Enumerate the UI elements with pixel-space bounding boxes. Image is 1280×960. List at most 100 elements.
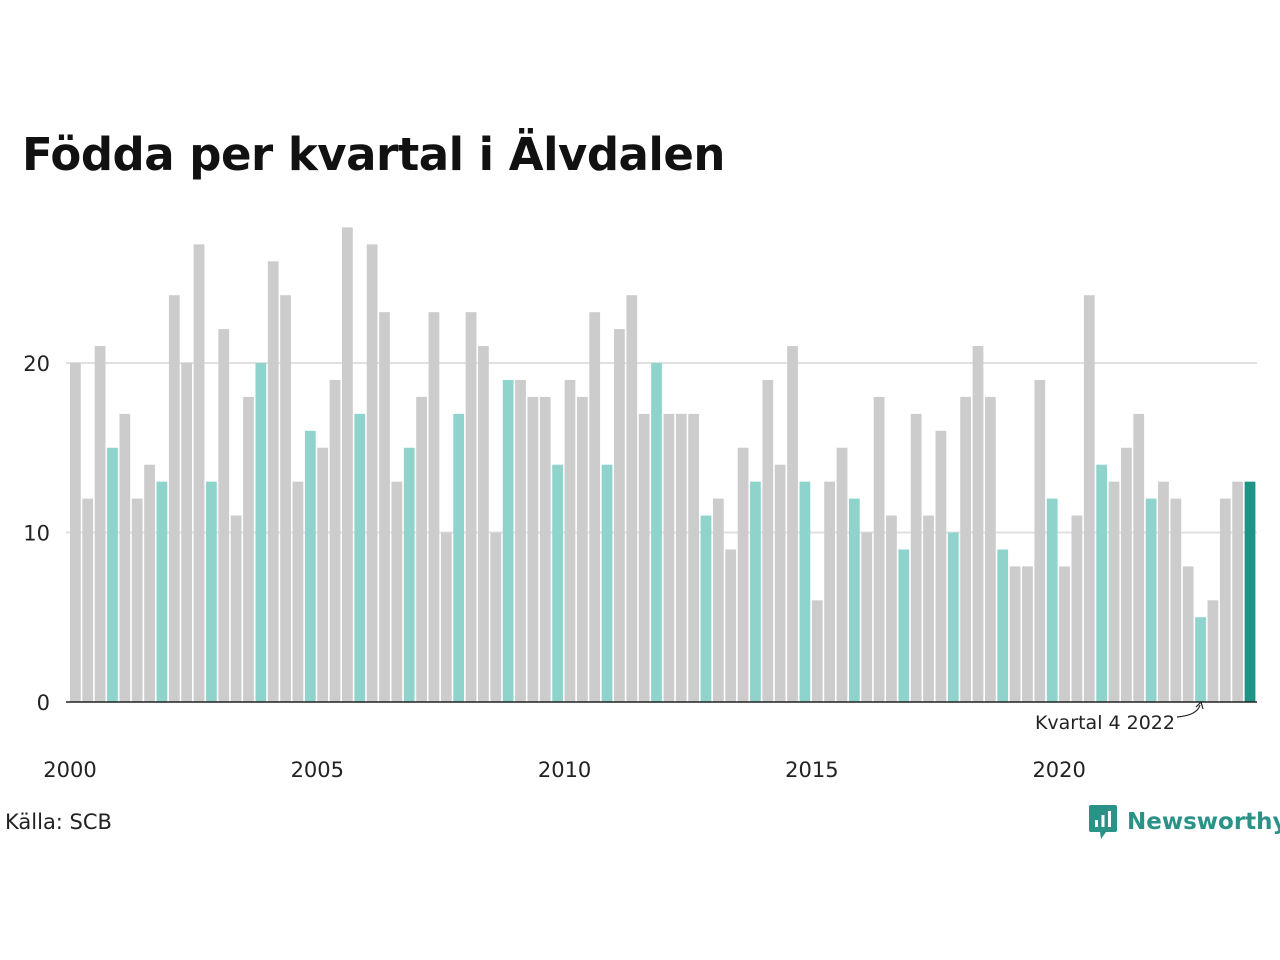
bar <box>1120 447 1132 702</box>
bar <box>1244 481 1256 702</box>
x-tick-label: 2005 <box>291 758 344 782</box>
bar <box>168 295 180 702</box>
annotation-arrow <box>1176 704 1201 718</box>
bar <box>119 413 131 702</box>
bar <box>490 532 502 702</box>
bar <box>280 295 291 702</box>
bar <box>675 413 687 702</box>
bar <box>750 481 761 702</box>
bar <box>94 346 106 702</box>
bar <box>70 363 81 702</box>
bar <box>638 413 650 702</box>
bar <box>391 481 403 702</box>
bar <box>440 532 452 702</box>
bar <box>1034 379 1046 702</box>
chart-title: Födda per kvartal i Älvdalen <box>22 128 725 181</box>
bar <box>1071 515 1083 702</box>
bar <box>1083 295 1095 702</box>
bar <box>799 481 811 702</box>
bar <box>1158 481 1169 702</box>
bar <box>1108 481 1120 702</box>
bar <box>465 312 477 702</box>
bar <box>1046 498 1058 702</box>
bar <box>428 312 440 702</box>
bar <box>379 312 390 702</box>
bar <box>1219 498 1231 702</box>
bar <box>1059 566 1070 702</box>
x-tick-label: 2015 <box>785 758 838 782</box>
y-tick-label: 0 <box>37 691 50 715</box>
bar <box>366 244 378 702</box>
x-tick-label: 2010 <box>538 758 591 782</box>
bar <box>787 346 798 702</box>
bar <box>589 312 601 702</box>
bar <box>1096 464 1108 702</box>
bar <box>1195 617 1206 702</box>
bar <box>947 532 959 702</box>
bar <box>910 413 922 702</box>
source-note: Källa: SCB <box>5 810 112 834</box>
annotation: Kvartal 4 2022 <box>1035 700 1204 734</box>
bar <box>972 346 984 702</box>
bar <box>725 549 737 702</box>
bar <box>960 396 972 702</box>
bar <box>1133 413 1145 702</box>
bar <box>762 379 774 702</box>
y-tick-label: 20 <box>23 352 50 376</box>
bar <box>861 532 873 702</box>
bar <box>453 413 465 702</box>
x-tick-label: 2020 <box>1032 758 1085 782</box>
bar <box>82 498 94 702</box>
bar <box>329 379 341 702</box>
brand-logo: Newsworthy <box>1088 804 1280 840</box>
bar <box>737 447 749 702</box>
bar <box>304 430 316 702</box>
bar <box>206 481 217 702</box>
brand-name: Newsworthy <box>1127 809 1280 835</box>
y-tick-label: 10 <box>23 522 50 546</box>
bar <box>651 363 662 702</box>
bar <box>255 363 267 702</box>
bars <box>70 227 1256 702</box>
bar <box>1170 498 1182 702</box>
bar <box>267 261 279 702</box>
bar <box>193 244 205 702</box>
bar <box>688 413 699 702</box>
bar <box>1145 498 1157 702</box>
bar <box>626 295 638 702</box>
bar <box>527 396 539 702</box>
annotation-label: Kvartal 4 2022 <box>1035 712 1175 734</box>
bar <box>576 396 588 702</box>
bar <box>181 363 193 702</box>
bar <box>663 413 675 702</box>
bar <box>230 515 242 702</box>
bar <box>144 464 155 702</box>
bar <box>403 447 415 702</box>
bar <box>848 498 860 702</box>
bar <box>836 447 848 702</box>
bar <box>218 329 230 702</box>
bar <box>317 447 329 702</box>
bar <box>416 396 427 702</box>
bar <box>1207 600 1219 702</box>
bar <box>873 396 885 702</box>
bar <box>354 413 366 702</box>
bar <box>342 227 353 702</box>
bar <box>1022 566 1033 702</box>
bar <box>515 379 526 702</box>
bar <box>552 464 563 702</box>
bar <box>478 346 489 702</box>
bar <box>1232 481 1244 702</box>
x-tick-label: 2000 <box>43 758 96 782</box>
bar <box>502 379 514 702</box>
bar <box>614 329 625 702</box>
bar <box>935 430 947 702</box>
bar <box>824 481 835 702</box>
bar <box>886 515 897 702</box>
bar <box>107 447 118 702</box>
bar <box>811 600 823 702</box>
bar <box>997 549 1009 702</box>
annotation-arrowhead <box>1195 700 1204 710</box>
